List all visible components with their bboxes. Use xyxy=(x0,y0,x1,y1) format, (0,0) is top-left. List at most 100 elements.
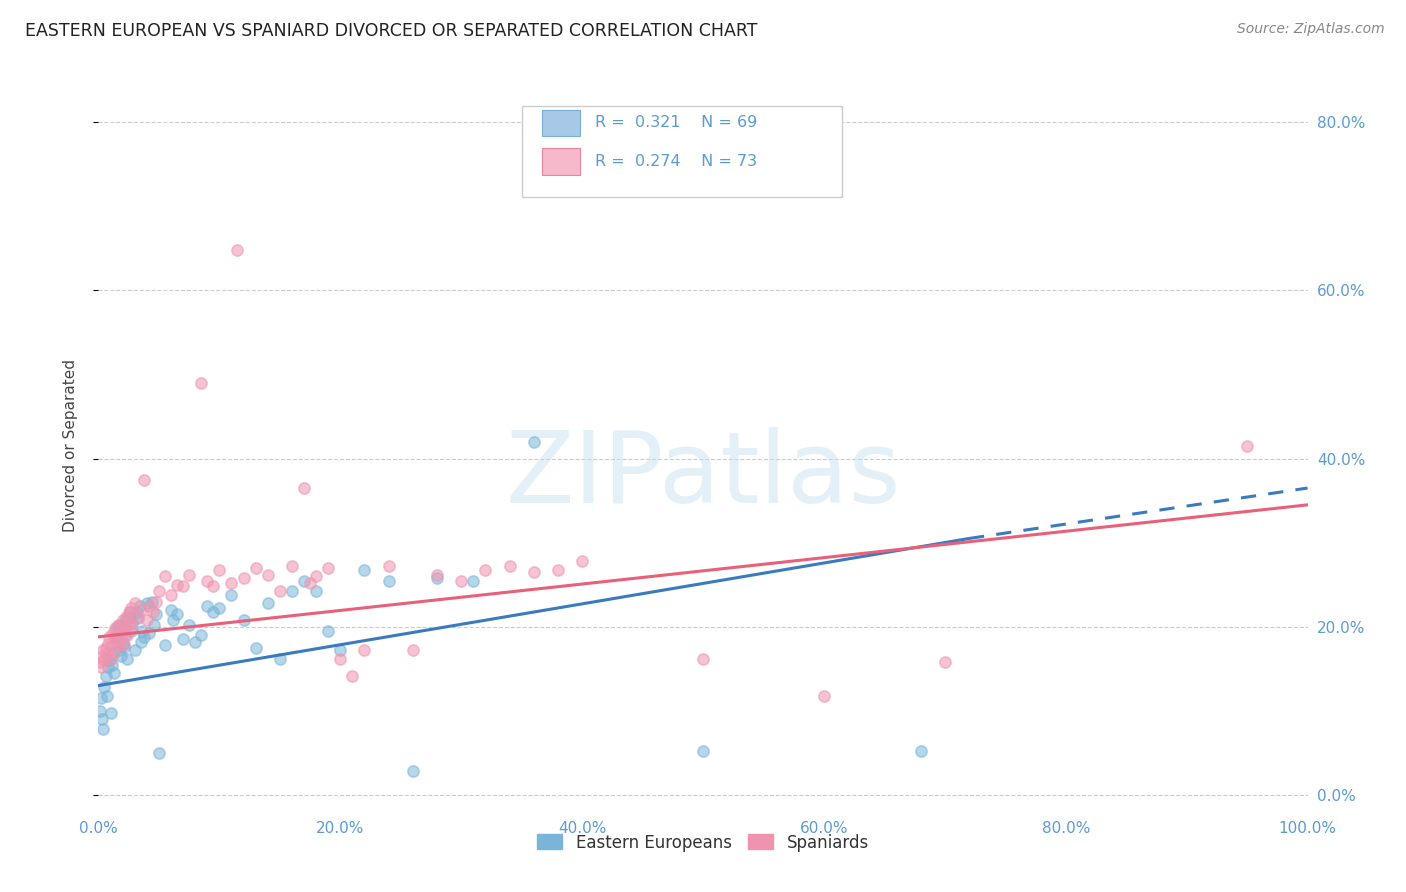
Point xyxy=(292,574,315,588)
Point xyxy=(202,605,225,619)
Point xyxy=(91,712,114,726)
Point xyxy=(281,584,304,599)
Point xyxy=(426,571,449,585)
Point xyxy=(148,584,170,599)
Point xyxy=(96,647,118,661)
Point xyxy=(172,579,194,593)
Point xyxy=(208,601,231,615)
Point xyxy=(353,563,375,577)
Point xyxy=(128,599,150,613)
Point xyxy=(118,615,141,630)
Point xyxy=(142,605,165,619)
Point xyxy=(131,624,153,638)
Point xyxy=(118,605,141,619)
Point xyxy=(89,704,111,718)
Point xyxy=(160,603,183,617)
Point xyxy=(202,579,225,593)
Point xyxy=(97,636,120,650)
Point xyxy=(377,574,399,588)
Point xyxy=(523,434,546,449)
Point xyxy=(474,563,496,577)
Point xyxy=(91,723,114,737)
Point xyxy=(105,635,128,649)
Point xyxy=(353,643,375,657)
Point xyxy=(498,559,520,574)
Point xyxy=(90,691,112,706)
Point xyxy=(281,559,304,574)
Point xyxy=(571,554,593,568)
Point xyxy=(110,630,132,644)
Point xyxy=(402,643,425,657)
Point xyxy=(120,601,142,615)
Point xyxy=(114,620,136,634)
Point xyxy=(208,563,231,577)
Point xyxy=(143,618,166,632)
Point xyxy=(166,607,188,622)
Point xyxy=(692,651,714,665)
Point xyxy=(111,613,134,627)
Point xyxy=(118,605,141,619)
Point xyxy=(117,628,139,642)
Point xyxy=(160,588,183,602)
Point xyxy=(377,559,399,574)
Point xyxy=(117,651,139,665)
Point xyxy=(121,615,143,630)
Point xyxy=(329,651,352,665)
Point xyxy=(89,655,111,669)
Point xyxy=(305,569,328,583)
Point xyxy=(108,638,131,652)
Point xyxy=(190,628,212,642)
Text: Source: ZipAtlas.com: Source: ZipAtlas.com xyxy=(1237,22,1385,37)
Point xyxy=(245,561,267,575)
Point xyxy=(934,655,956,669)
Point xyxy=(162,613,184,627)
Point xyxy=(91,649,114,664)
Point xyxy=(100,651,122,665)
Point xyxy=(245,640,267,655)
Point xyxy=(124,643,146,657)
Point xyxy=(118,609,141,624)
Point xyxy=(103,645,125,659)
Point xyxy=(121,622,143,636)
Point xyxy=(172,632,194,647)
Point xyxy=(184,635,207,649)
Point xyxy=(135,613,157,627)
Y-axis label: Divorced or Separated: Divorced or Separated xyxy=(63,359,77,533)
Point xyxy=(316,561,339,575)
FancyBboxPatch shape xyxy=(522,106,842,197)
Point xyxy=(135,596,157,610)
Point xyxy=(129,603,152,617)
Point xyxy=(138,599,160,613)
Point xyxy=(91,643,114,657)
Point xyxy=(100,657,122,672)
Point xyxy=(111,636,134,650)
Point xyxy=(98,630,121,644)
Point xyxy=(93,681,115,695)
Point xyxy=(127,609,149,624)
Point xyxy=(179,567,201,582)
Point xyxy=(138,626,160,640)
FancyBboxPatch shape xyxy=(543,148,581,175)
Point xyxy=(115,609,138,624)
Point xyxy=(269,584,291,599)
Point xyxy=(104,630,127,644)
Point xyxy=(103,665,125,680)
Point xyxy=(107,618,129,632)
Point xyxy=(299,576,322,591)
Point xyxy=(329,643,352,657)
Point xyxy=(145,607,167,622)
Point xyxy=(108,643,131,657)
Point xyxy=(190,376,212,390)
Point xyxy=(910,744,932,758)
Point xyxy=(124,596,146,610)
Point xyxy=(141,594,163,608)
Point xyxy=(292,481,315,495)
Point xyxy=(305,584,328,599)
Point xyxy=(226,243,249,257)
Point xyxy=(112,636,135,650)
Point xyxy=(94,668,117,682)
Point xyxy=(148,746,170,760)
Point xyxy=(134,473,156,487)
Point xyxy=(523,565,546,579)
Point xyxy=(195,599,218,613)
